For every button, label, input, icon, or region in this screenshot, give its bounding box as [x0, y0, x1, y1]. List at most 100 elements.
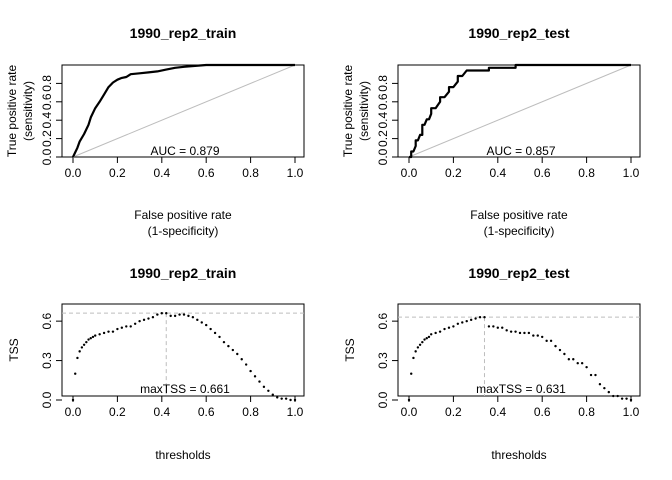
x-axis-label: False positive rate — [134, 208, 232, 222]
y-axis-label: TSS — [7, 338, 21, 361]
x-tick-label: 0.0 — [65, 166, 82, 180]
tss-point — [147, 317, 150, 320]
tss-point — [541, 335, 544, 339]
x-tick-label: 0.6 — [198, 166, 215, 180]
y-tick-label: 0.3 — [40, 352, 54, 369]
tss-point — [227, 344, 230, 348]
tss-point — [244, 363, 248, 366]
y-axis-label: True positive rate — [5, 65, 19, 158]
tss-point — [430, 333, 433, 336]
tss-point — [412, 356, 415, 360]
x-axis-label: (1-specificity) — [148, 224, 219, 238]
tss-point — [151, 316, 155, 319]
tss-point — [532, 334, 535, 337]
tss-point — [187, 314, 190, 318]
tss-point — [236, 352, 239, 356]
x-tick-label: 1.0 — [287, 166, 304, 180]
tss-point — [205, 323, 208, 327]
tss-point — [200, 321, 203, 324]
tss-point — [213, 331, 217, 335]
tss-point — [620, 397, 624, 400]
x-tick-label: 0.4 — [489, 405, 506, 419]
tss-point — [465, 319, 468, 323]
tss-point — [438, 330, 442, 333]
tss-point — [258, 380, 261, 383]
tss-point — [142, 318, 146, 322]
y-tick-label: 0.4 — [376, 112, 390, 129]
tss-point — [549, 339, 553, 343]
y-tick-label: 0.8 — [40, 75, 54, 92]
x-tick-label: 1.0 — [623, 405, 640, 419]
tss-point — [129, 325, 132, 328]
tss-point — [545, 339, 548, 343]
tss-point — [116, 327, 119, 331]
x-tick-label: 1.0 — [623, 166, 640, 180]
tss-point — [607, 390, 610, 394]
tss-point — [427, 335, 431, 339]
tss-point — [554, 344, 557, 348]
max-tss-annotation: maxTSS = 0.661 — [140, 382, 230, 396]
y-tick-label: 0.6 — [40, 312, 54, 329]
tss-point — [182, 313, 186, 316]
plot-frame — [397, 303, 641, 397]
tss-point — [558, 348, 562, 352]
tss-point — [178, 313, 181, 316]
y-axis-label: TSS — [343, 338, 357, 361]
tss-point — [487, 325, 491, 328]
tss-point — [165, 312, 168, 315]
tss-point — [527, 331, 531, 335]
y-tick-label: 0.2 — [376, 130, 390, 147]
tss-point — [625, 397, 628, 400]
x-tick-label: 0.2 — [109, 405, 126, 419]
chart-panel-3: 1990_rep2_train 0.0 0.2 0.4 0.6 0.8 1.0 0.0 0.3 0… — [7, 265, 305, 462]
tss-point — [98, 333, 101, 336]
tss-point — [418, 343, 422, 346]
tss-point — [231, 348, 235, 352]
tss-point — [262, 385, 266, 389]
y-tick-label: 0.4 — [40, 112, 54, 129]
tss-point — [492, 325, 495, 328]
y-axis-label: (sensitivity) — [357, 81, 371, 141]
tss-point — [240, 358, 243, 361]
y-tick-label: 0.0 — [376, 148, 390, 165]
y-tick-label: 0.0 — [40, 148, 54, 165]
x-axis-label: False positive rate — [470, 208, 568, 222]
x-tick-label: 0.6 — [534, 405, 551, 419]
tss-point — [421, 340, 424, 344]
tss-point — [218, 335, 221, 339]
y-tick-label: 0.8 — [376, 75, 390, 92]
tss-point — [280, 397, 283, 400]
x-tick-label: 0.8 — [242, 166, 259, 180]
x-tick-label: 0.8 — [578, 405, 595, 419]
plot-frame — [61, 303, 305, 397]
tss-point — [629, 398, 633, 402]
tss-point — [447, 326, 451, 329]
x-tick-label: 0.4 — [153, 166, 170, 180]
y-tick-label: 0.6 — [40, 93, 54, 110]
auc-annotation: AUC = 0.857 — [486, 144, 555, 158]
tss-point — [85, 340, 88, 344]
tss-point — [120, 326, 124, 329]
y-axis-label: (sensitivity) — [21, 81, 35, 141]
tss-point — [456, 322, 460, 325]
tss-point — [423, 338, 426, 341]
tss-point — [514, 330, 517, 333]
roc-curve — [72, 63, 295, 158]
tss-point — [196, 318, 199, 322]
y-tick-label: 0.0 — [40, 391, 54, 408]
x-tick-label: 0.2 — [445, 405, 462, 419]
chart-panel-4: 1990_rep2_test 0.0 0.2 0.4 0.6 0.8 1.0 0.0 0.3 0.… — [343, 265, 641, 462]
x-tick-label: 0.4 — [153, 405, 170, 419]
y-tick-label: 0.3 — [376, 352, 390, 369]
tss-point — [594, 373, 597, 377]
tss-point — [410, 372, 413, 375]
tss-point — [80, 346, 84, 349]
tss-point — [572, 358, 575, 361]
chart-title: 1990_rep2_train — [130, 265, 237, 281]
tss-point — [138, 319, 141, 323]
tss-point — [74, 372, 77, 375]
tss-point — [612, 394, 615, 398]
tss-point — [407, 398, 411, 402]
y-tick-label: 0.2 — [40, 130, 54, 147]
